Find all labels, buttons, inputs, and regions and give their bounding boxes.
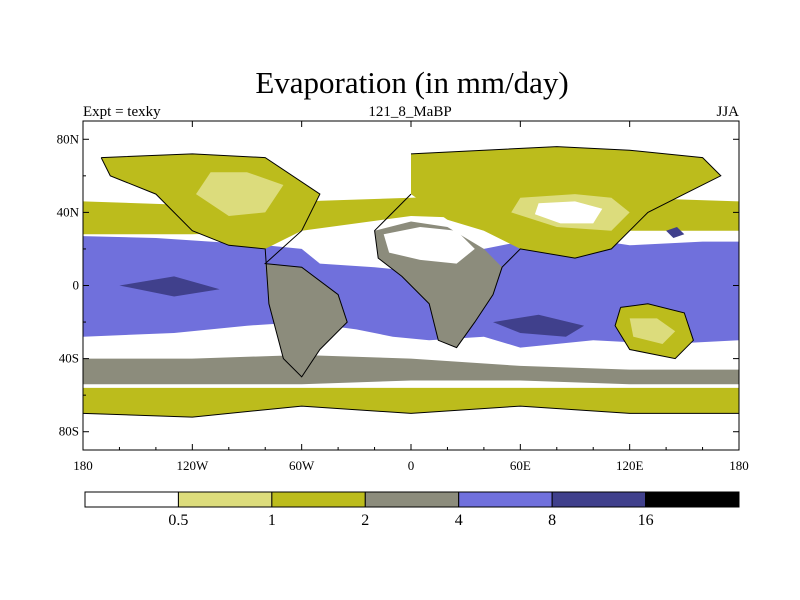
figure-title: Evaporation (in mm/day) xyxy=(255,65,568,100)
colorbar-label: 2 xyxy=(361,512,369,529)
x-tick-label: 60W xyxy=(289,458,315,473)
coastline-antarctica-coast xyxy=(83,405,739,418)
x-axis: 180 120W 60W 0 60E 120E 180 xyxy=(73,121,749,473)
y-tick-label: 40S xyxy=(59,351,79,366)
region-high-evap-indian xyxy=(493,314,585,337)
region-high-evap-asia-coast xyxy=(666,227,685,238)
region-south-america-land xyxy=(265,263,348,377)
region-n-america-interior xyxy=(196,172,284,216)
y-axis: 80N 40N 0 40S 80S xyxy=(57,131,739,439)
colorbar-box xyxy=(177,491,273,508)
colorbar-box xyxy=(364,491,460,508)
colorbar-label: 1 xyxy=(268,512,276,529)
colorbar-box xyxy=(551,491,647,508)
colorbar: 0.5 1 2 4 8 16 xyxy=(84,491,740,529)
region-s-mid-lat-band xyxy=(83,355,739,385)
x-tick-label: 180 xyxy=(73,458,93,473)
coastline-americas-coast xyxy=(100,153,348,378)
region-antarctica xyxy=(83,406,739,450)
x-tick-label: 120E xyxy=(616,458,644,473)
y-tick-label: 0 xyxy=(73,278,80,293)
colorbar-box xyxy=(271,491,366,508)
region-sahara xyxy=(383,227,475,264)
region-australia-desert xyxy=(629,318,676,344)
colorbar-label: 0.5 xyxy=(168,512,188,529)
x-tick-label: 180 xyxy=(729,458,749,473)
y-tick-label: 80S xyxy=(59,424,79,439)
contour-fill-layer xyxy=(83,121,739,450)
colorbar-label: 4 xyxy=(455,512,463,529)
coastline-eurasia-africa-coast xyxy=(374,146,722,349)
x-tick-label: 0 xyxy=(408,458,415,473)
colorbar-box xyxy=(84,491,179,508)
region-tropical-ocean xyxy=(83,234,739,348)
y-tick-label: 80N xyxy=(57,131,80,146)
x-tick-label: 60E xyxy=(510,458,531,473)
region-high-evap-pacific xyxy=(119,276,220,297)
region-north-polar-cap xyxy=(83,121,739,143)
colorbar-label: 16 xyxy=(638,512,654,529)
period-label: 121_8_MaBP xyxy=(368,104,451,120)
season-label: JJA xyxy=(716,104,739,120)
colorbar-box xyxy=(458,491,553,508)
region-asia-desert-core xyxy=(534,201,603,224)
coastline-layer xyxy=(83,146,739,418)
colorbar-box xyxy=(645,491,740,508)
experiment-label: Expt = texky xyxy=(83,104,161,120)
y-tick-label: 40N xyxy=(57,204,80,219)
colorbar-label: 8 xyxy=(548,512,556,529)
coastline-australia-coast xyxy=(614,303,694,360)
x-tick-label: 120W xyxy=(176,458,209,473)
